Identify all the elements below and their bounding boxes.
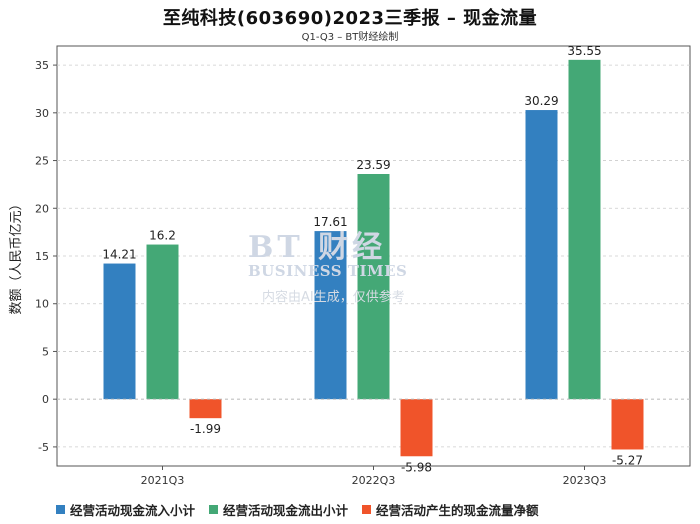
bar xyxy=(525,110,558,400)
y-tick-label: -5 xyxy=(38,441,49,454)
x-tick-label: 2022Q3 xyxy=(352,474,396,487)
legend-item-inflow: 经营活动现金流入小计 xyxy=(56,500,195,519)
bar xyxy=(103,263,136,400)
y-tick-label: 30 xyxy=(35,107,49,120)
legend-label-net: 经营活动产生的现金流量净额 xyxy=(376,503,539,518)
bar xyxy=(400,399,433,457)
legend-swatch-net xyxy=(362,505,372,514)
data-label: 14.21 xyxy=(102,248,136,262)
data-label: 16.2 xyxy=(149,229,176,243)
data-label: -5.27 xyxy=(612,453,643,467)
y-axis-label: 数额（人民币亿元） xyxy=(9,197,24,314)
data-label: -5.98 xyxy=(401,460,432,474)
bar xyxy=(189,399,222,419)
legend-label-inflow: 经营活动现金流入小计 xyxy=(70,503,196,518)
bar xyxy=(146,244,179,400)
legend-item-net: 经营活动产生的现金流量净额 xyxy=(362,500,539,519)
y-tick-label: 0 xyxy=(42,393,49,406)
y-tick-label: 20 xyxy=(35,202,49,215)
y-tick-label: 15 xyxy=(35,250,49,263)
data-label: 30.29 xyxy=(524,94,558,108)
chart-title: 至纯科技(603690)2023三季报 – 现金流量 xyxy=(162,8,538,29)
legend-label-outflow: 经营活动现金流出小计 xyxy=(223,503,349,518)
data-label: 17.61 xyxy=(313,215,347,229)
legend-item-outflow: 经营活动现金流出小计 xyxy=(209,500,348,519)
bar xyxy=(611,399,644,450)
y-tick-label: 35 xyxy=(35,59,49,72)
chart-subtitle: Q1-Q3 – BT财经绘制 xyxy=(301,32,399,43)
bar xyxy=(568,59,601,400)
y-tick-label: 10 xyxy=(35,298,49,311)
x-tick-label: 2021Q3 xyxy=(141,474,185,487)
data-label: 23.59 xyxy=(356,158,390,172)
data-label: 35.55 xyxy=(567,44,601,58)
data-label: -1.99 xyxy=(190,422,221,436)
legend-swatch-inflow xyxy=(56,505,65,514)
chart-legend: 经营活动现金流入小计 经营活动现金流出小计 经营活动产生的现金流量净额 xyxy=(56,500,696,519)
legend-swatch-outflow xyxy=(209,505,219,514)
y-tick-label: 25 xyxy=(35,155,49,168)
y-tick-label: 5 xyxy=(42,345,49,358)
bar xyxy=(314,231,347,400)
bar xyxy=(357,174,390,400)
x-tick-label: 2023Q3 xyxy=(563,474,607,487)
